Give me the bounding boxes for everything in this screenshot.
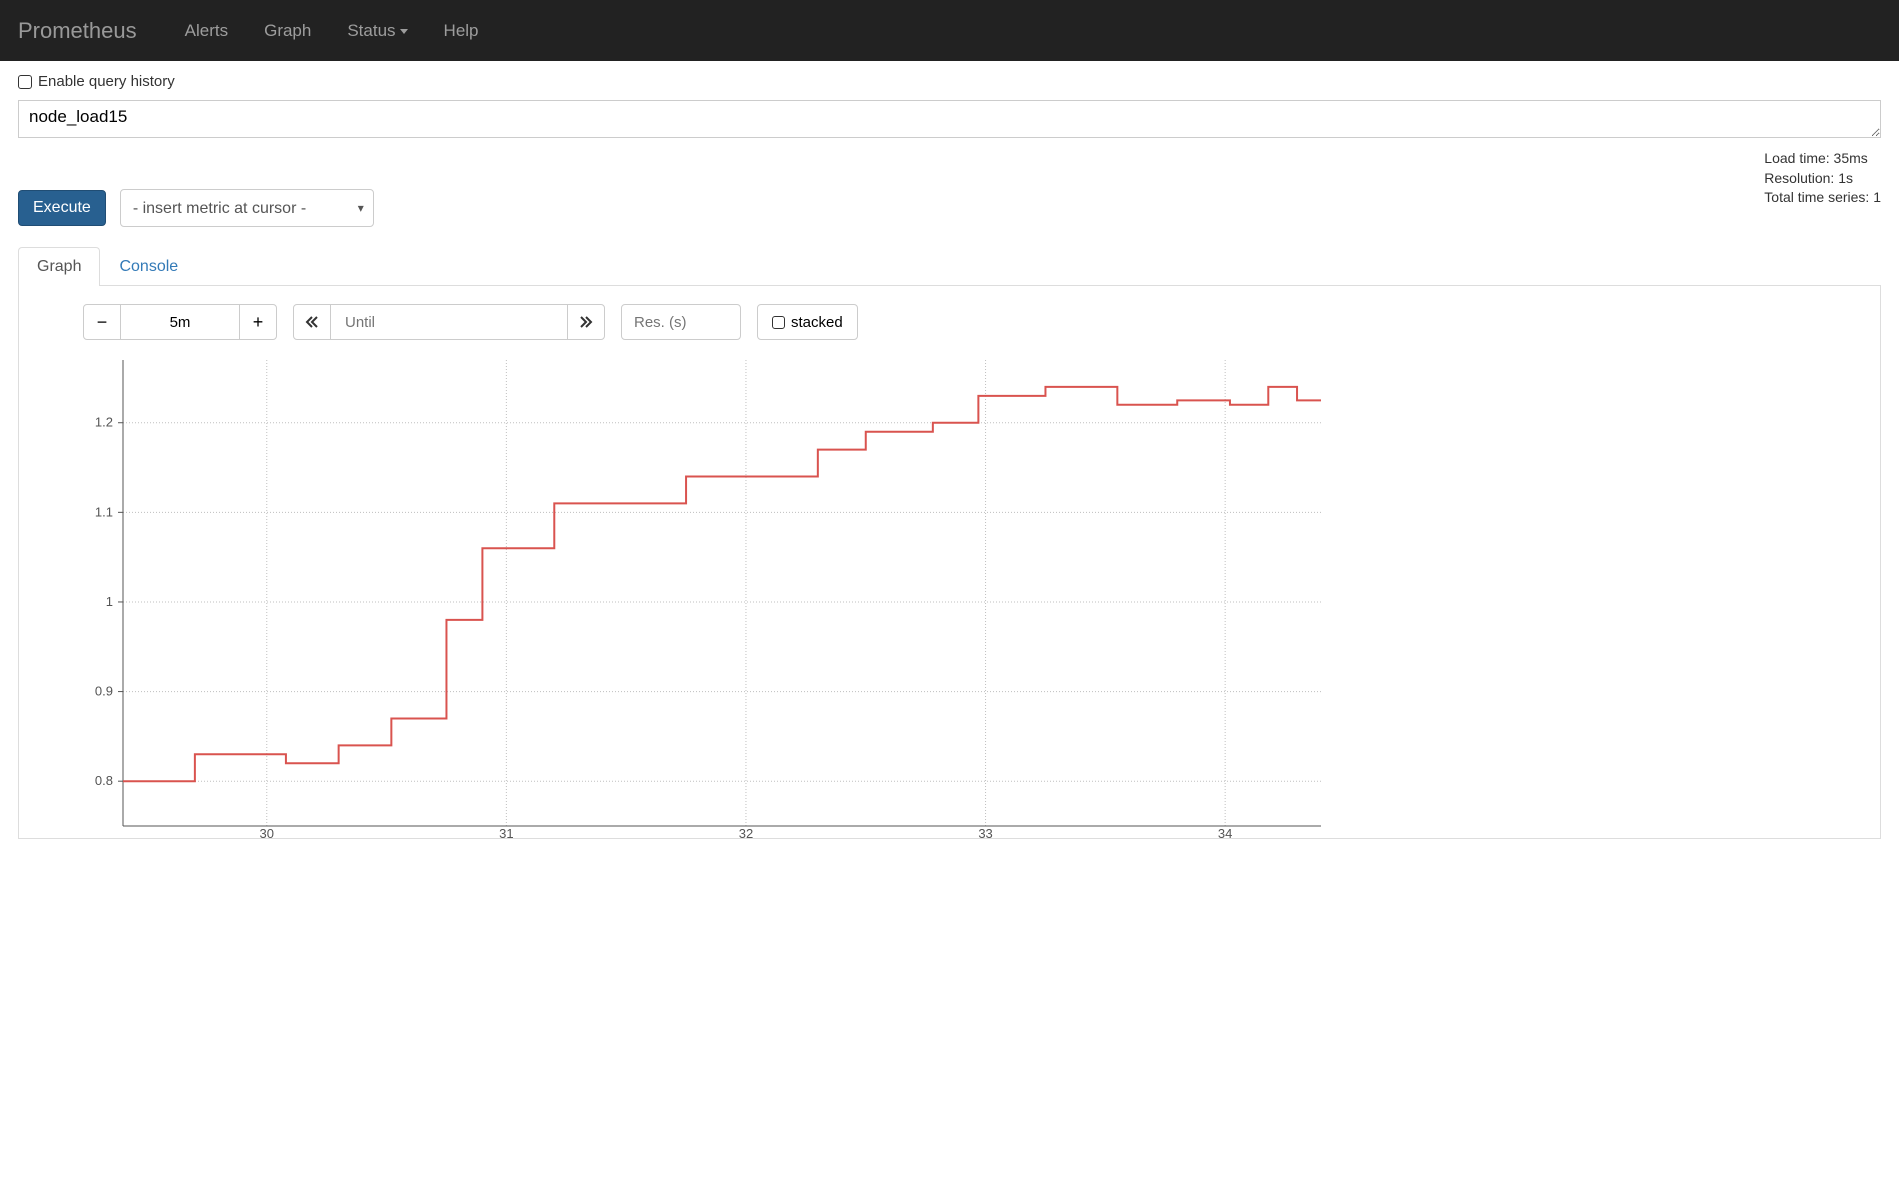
double-chevron-right-icon bbox=[579, 315, 593, 329]
tab-console[interactable]: Console bbox=[100, 247, 197, 286]
resolution-input[interactable] bbox=[621, 304, 741, 340]
time-back-button[interactable] bbox=[293, 304, 331, 340]
navbar: Prometheus Alerts Graph Status Help bbox=[0, 0, 1899, 61]
double-chevron-left-icon bbox=[305, 315, 319, 329]
until-input[interactable] bbox=[331, 304, 567, 340]
svg-text:30: 30 bbox=[260, 826, 274, 838]
svg-text:1.1: 1.1 bbox=[95, 504, 113, 519]
chart: 0.8 0.9 1 1.1 1.2 30 31 32 33 34 bbox=[83, 358, 1862, 838]
stat-total-series: Total time series: 1 bbox=[1764, 188, 1881, 208]
stacked-label: stacked bbox=[791, 314, 843, 331]
checkbox-icon bbox=[18, 75, 32, 89]
query-history-label: Enable query history bbox=[38, 73, 175, 90]
expression-input[interactable] bbox=[18, 100, 1881, 138]
tab-graph[interactable]: Graph bbox=[18, 247, 100, 286]
result-tabs: Graph Console bbox=[18, 247, 1881, 286]
svg-text:1.2: 1.2 bbox=[95, 415, 113, 430]
until-group bbox=[293, 304, 605, 340]
graph-controls: − + stacked bbox=[83, 304, 1862, 340]
checkbox-icon bbox=[772, 316, 785, 329]
stat-load-time: Load time: 35ms bbox=[1764, 149, 1881, 169]
svg-text:34: 34 bbox=[1218, 826, 1232, 838]
range-group: − + bbox=[83, 304, 277, 340]
nav-graph[interactable]: Graph bbox=[246, 21, 329, 41]
stat-resolution: Resolution: 1s bbox=[1764, 169, 1881, 189]
range-input[interactable] bbox=[121, 304, 239, 340]
svg-text:32: 32 bbox=[739, 826, 753, 838]
svg-text:1: 1 bbox=[106, 594, 113, 609]
graph-panel: − + stacked 0.8 0.9 1 1.1 1.2 30 31 32 33 34 bbox=[18, 286, 1881, 839]
range-decrease-button[interactable]: − bbox=[83, 304, 121, 340]
brand-logo[interactable]: Prometheus bbox=[18, 18, 137, 44]
caret-down-icon bbox=[400, 29, 408, 34]
nav-alerts[interactable]: Alerts bbox=[167, 21, 246, 41]
svg-text:31: 31 bbox=[499, 826, 513, 838]
svg-text:33: 33 bbox=[978, 826, 992, 838]
nav-help[interactable]: Help bbox=[426, 21, 497, 41]
execute-button[interactable]: Execute bbox=[18, 190, 106, 226]
time-forward-button[interactable] bbox=[567, 304, 605, 340]
nav-status[interactable]: Status bbox=[329, 21, 425, 41]
query-stats: Load time: 35ms Resolution: 1s Total tim… bbox=[1764, 149, 1881, 208]
query-history-toggle[interactable]: Enable query history bbox=[18, 73, 1881, 90]
svg-text:0.9: 0.9 bbox=[95, 684, 113, 699]
svg-text:0.8: 0.8 bbox=[95, 773, 113, 788]
metric-select[interactable]: - insert metric at cursor - bbox=[120, 189, 374, 227]
range-increase-button[interactable]: + bbox=[239, 304, 277, 340]
stacked-toggle[interactable]: stacked bbox=[757, 304, 858, 340]
